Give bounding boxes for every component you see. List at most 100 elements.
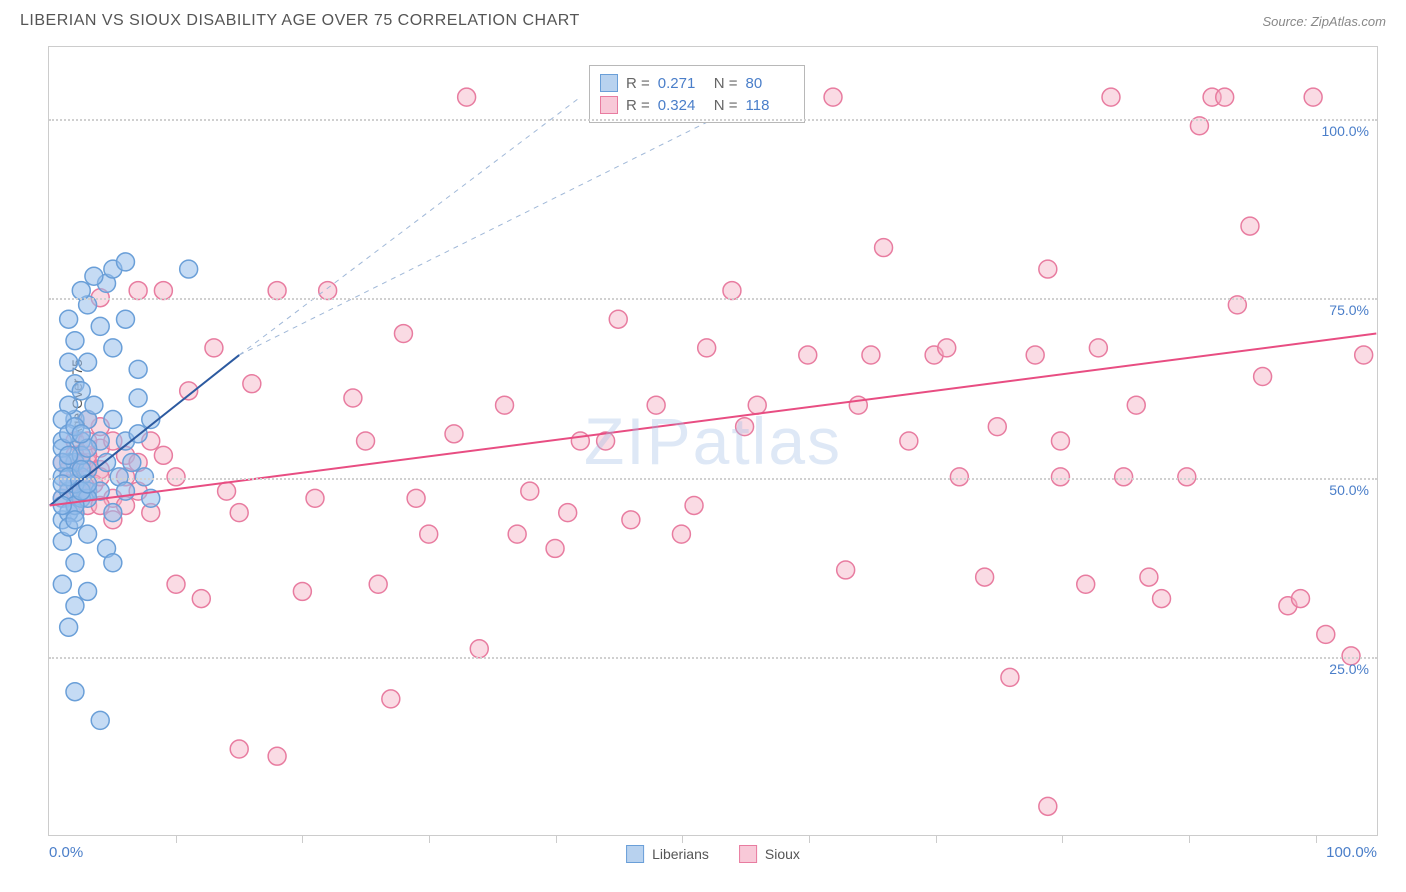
x-tick: [556, 835, 557, 843]
scatter-point: [458, 88, 476, 106]
scatter-point: [736, 418, 754, 436]
scatter-point: [66, 597, 84, 615]
stats-row: R = 0.271 N = 80: [600, 72, 794, 94]
y-tick-label: 25.0%: [1329, 661, 1369, 677]
legend-item: Liberians: [626, 845, 709, 863]
scatter-point: [496, 396, 514, 414]
scatter-point: [79, 353, 97, 371]
scatter-point: [60, 446, 78, 464]
scatter-point: [1241, 217, 1259, 235]
scatter-point: [1001, 668, 1019, 686]
scatter-point: [104, 411, 122, 429]
plot-svg: [49, 47, 1377, 835]
scatter-point: [546, 539, 564, 557]
y-tick-label: 50.0%: [1329, 482, 1369, 498]
scatter-point: [66, 332, 84, 350]
scatter-point: [91, 711, 109, 729]
scatter-point: [66, 554, 84, 572]
stats-r-label: R =: [626, 97, 650, 114]
scatter-point: [622, 511, 640, 529]
legend: Liberians Sioux: [626, 845, 800, 863]
chart-area: ZIPatlas R =0.271N =80R =0.324N =118 Lib…: [48, 46, 1378, 836]
scatter-point: [950, 468, 968, 486]
scatter-point: [470, 640, 488, 658]
scatter-point: [837, 561, 855, 579]
scatter-point: [66, 683, 84, 701]
scatter-point: [85, 267, 103, 285]
x-tick: [682, 835, 683, 843]
gridline: [49, 478, 1377, 480]
stats-swatch: [600, 96, 618, 114]
scatter-point: [938, 339, 956, 357]
scatter-point: [723, 282, 741, 300]
scatter-point: [60, 618, 78, 636]
scatter-point: [123, 454, 141, 472]
legend-swatch: [626, 845, 644, 863]
chart-title: LIBERIAN VS SIOUX DISABILITY AGE OVER 75…: [20, 12, 580, 30]
x-tick: [936, 835, 937, 843]
scatter-point: [571, 432, 589, 450]
scatter-point: [60, 310, 78, 328]
scatter-point: [154, 282, 172, 300]
scatter-point: [85, 396, 103, 414]
legend-label: Liberians: [652, 846, 709, 862]
scatter-point: [685, 496, 703, 514]
x-tick: [429, 835, 430, 843]
scatter-point: [319, 282, 337, 300]
x-tick: [809, 835, 810, 843]
scatter-point: [900, 432, 918, 450]
scatter-point: [129, 282, 147, 300]
scatter-point: [824, 88, 842, 106]
stats-n-value: 80: [746, 75, 794, 92]
scatter-point: [1077, 575, 1095, 593]
legend-label: Sioux: [765, 846, 800, 862]
x-axis-min-label: 0.0%: [49, 844, 83, 861]
scatter-point: [521, 482, 539, 500]
callout-line: [239, 97, 757, 355]
scatter-point: [72, 382, 90, 400]
scatter-point: [1102, 88, 1120, 106]
scatter-point: [508, 525, 526, 543]
scatter-point: [129, 389, 147, 407]
scatter-point: [117, 253, 135, 271]
scatter-point: [647, 396, 665, 414]
scatter-point: [559, 504, 577, 522]
scatter-point: [129, 360, 147, 378]
scatter-point: [205, 339, 223, 357]
scatter-point: [976, 568, 994, 586]
stats-n-label: N =: [714, 75, 738, 92]
scatter-point: [218, 482, 236, 500]
scatter-point: [104, 554, 122, 572]
stats-r-value: 0.271: [658, 75, 706, 92]
x-axis-max-label: 100.0%: [1326, 844, 1377, 861]
scatter-point: [192, 590, 210, 608]
scatter-point: [1355, 346, 1373, 364]
scatter-point: [1178, 468, 1196, 486]
scatter-point: [799, 346, 817, 364]
legend-swatch: [739, 845, 757, 863]
stats-row: R =0.324N =118: [600, 94, 794, 116]
callout-line: [239, 97, 580, 355]
stats-r-label: R =: [626, 75, 650, 92]
x-tick: [1316, 835, 1317, 843]
scatter-point: [1026, 346, 1044, 364]
scatter-point: [1039, 797, 1057, 815]
scatter-point: [1140, 568, 1158, 586]
scatter-point: [382, 690, 400, 708]
scatter-point: [1051, 432, 1069, 450]
scatter-point: [875, 239, 893, 257]
scatter-point: [135, 468, 153, 486]
scatter-point: [609, 310, 627, 328]
scatter-point: [420, 525, 438, 543]
scatter-point: [1317, 625, 1335, 643]
x-tick: [1062, 835, 1063, 843]
scatter-point: [104, 339, 122, 357]
x-tick: [1189, 835, 1190, 843]
stats-r-value: 0.324: [658, 97, 706, 114]
scatter-point: [104, 504, 122, 522]
scatter-point: [1115, 468, 1133, 486]
chart-source: Source: ZipAtlas.com: [1262, 14, 1386, 29]
x-tick: [176, 835, 177, 843]
scatter-point: [72, 282, 90, 300]
scatter-point: [268, 282, 286, 300]
